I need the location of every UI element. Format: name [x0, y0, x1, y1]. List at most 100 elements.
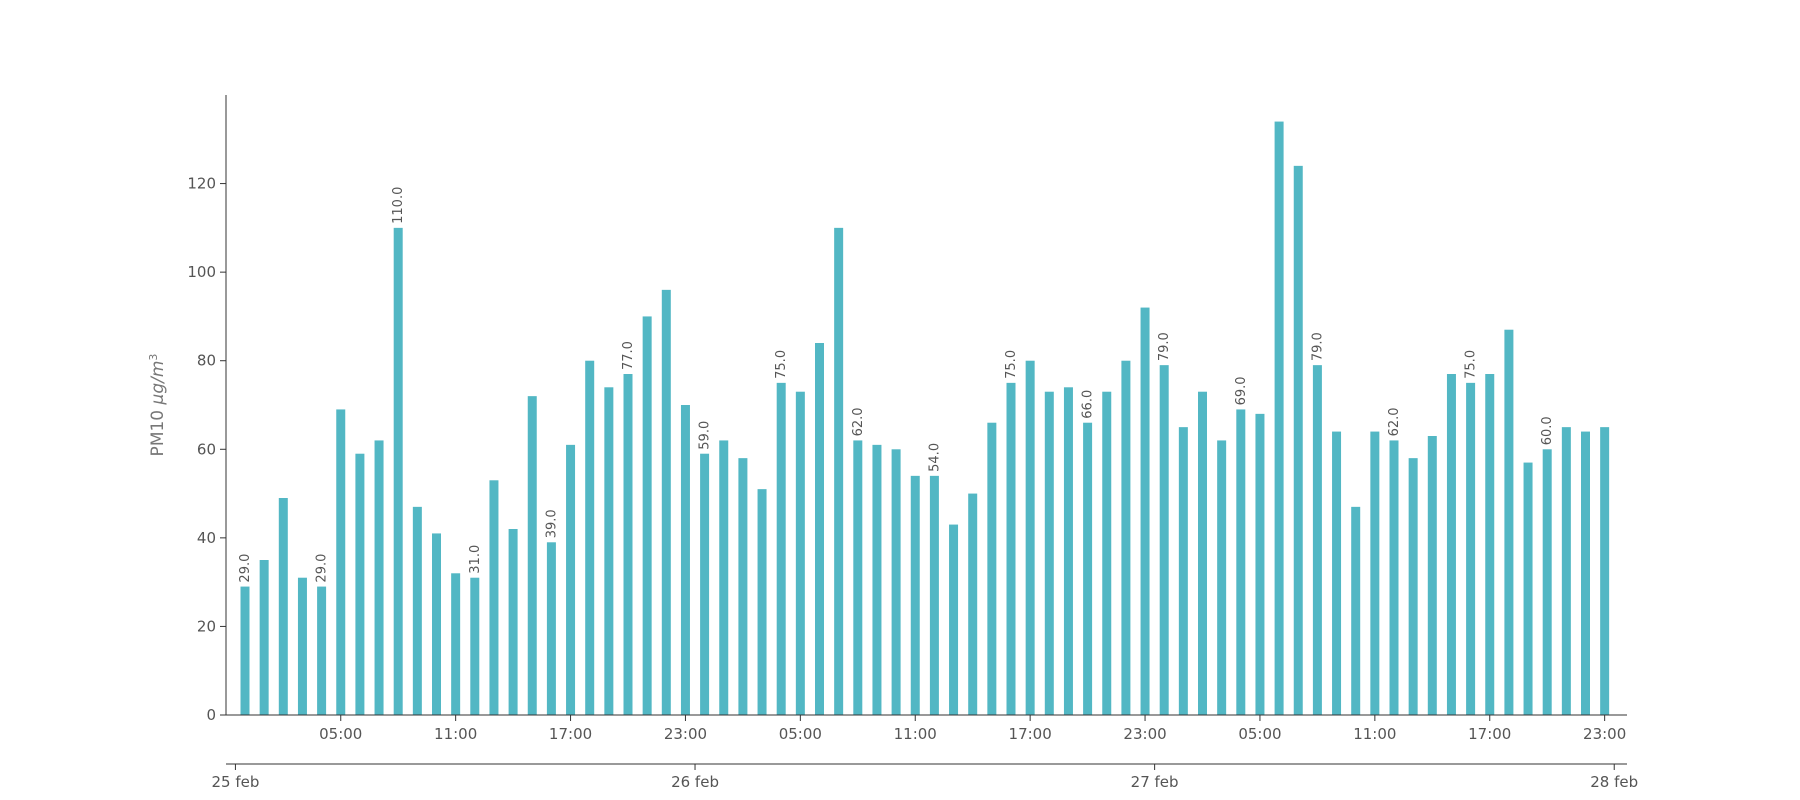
bar: [680, 405, 690, 715]
bar-value-label: 75.0: [1464, 350, 1479, 379]
x-tick-label: 11:00: [1353, 725, 1396, 743]
bar: [1389, 440, 1399, 715]
bar: [968, 493, 978, 715]
bar: [1044, 391, 1054, 715]
bar: [1523, 462, 1533, 715]
bar: [1236, 409, 1246, 715]
y-axis-title: PM10 μg/m3: [147, 354, 169, 457]
bar-value-label: 62.0: [1387, 407, 1402, 436]
bar: [1542, 449, 1552, 715]
date-axis: 25 feb 26 feb 27 feb 28 feb: [211, 763, 1638, 791]
bar: [374, 440, 384, 715]
bar: [508, 529, 518, 715]
bar: [1351, 506, 1361, 715]
bar-value-label: 75.0: [1004, 350, 1019, 379]
bar: [566, 444, 576, 715]
bar: [297, 577, 307, 715]
bar: [1466, 382, 1476, 715]
y-axis: 0 20 40 60 80 100 120: [187, 95, 227, 724]
x-axis: 05:00 11:00 17:00 23:00 05:00 11:00 17:00 23:00…: [226, 714, 1627, 743]
y-tick-label: 0: [206, 706, 216, 724]
x-tick-label: 17:00: [1468, 725, 1511, 743]
bar: [1217, 440, 1227, 715]
bar-value-label: 77.0: [621, 341, 636, 370]
bar: [1408, 458, 1418, 715]
bar: [604, 387, 614, 715]
bar: [1485, 374, 1495, 715]
bar: [585, 360, 595, 715]
bar-value-label: 60.0: [1540, 416, 1555, 445]
bar: [1102, 391, 1112, 715]
bar: [795, 391, 805, 715]
bar: [1274, 121, 1284, 715]
x-tick-label: 11:00: [434, 725, 477, 743]
bar: [546, 542, 556, 715]
bar: [1427, 436, 1437, 715]
bar: [1600, 427, 1610, 715]
x-tick-label: 11:00: [894, 725, 937, 743]
bar: [432, 533, 441, 715]
x-tick-label: 23:00: [1123, 725, 1166, 743]
date-tick-label: 28 feb: [1590, 773, 1638, 791]
x-tick-label: 17:00: [549, 725, 592, 743]
bar-value-label: 39.0: [544, 509, 559, 538]
bar: [929, 475, 939, 715]
bar: [1255, 413, 1265, 715]
bar: [738, 458, 748, 715]
bar: [527, 396, 537, 715]
bar: [1561, 427, 1571, 715]
x-tick-label: 05:00: [1238, 725, 1281, 743]
x-tick-label: 23:00: [1583, 725, 1626, 743]
bar: [872, 444, 882, 715]
bar: [910, 475, 920, 715]
bar-value-label: 29.0: [315, 554, 330, 583]
bar: [412, 506, 422, 715]
bar: [853, 440, 863, 715]
bar: [393, 227, 403, 716]
bar: [1504, 329, 1514, 715]
y-tick-label: 60: [197, 440, 216, 458]
bar-labels-group: 29.0 29.0 110.0 31.0 39.0 77.0 59.0 75.0 62.0 54.…: [238, 187, 1555, 583]
date-tick-label: 27 feb: [1131, 773, 1179, 791]
bar: [1006, 382, 1016, 715]
bar: [240, 586, 250, 715]
y-tick-label: 40: [197, 529, 216, 547]
bar-value-label: 79.0: [1157, 332, 1172, 361]
x-tick-label: 17:00: [1009, 725, 1052, 743]
bar: [1063, 387, 1073, 715]
bar: [700, 453, 710, 715]
y-axis-title-prefix: PM10: [148, 404, 168, 456]
y-axis-title-sup: 3: [147, 354, 160, 361]
bar: [776, 382, 786, 715]
bar: [949, 524, 959, 715]
bar-value-label: 59.0: [698, 421, 713, 450]
bar-value-label: 110.0: [391, 187, 406, 224]
bar: [489, 480, 499, 715]
bar: [1025, 360, 1035, 715]
x-tick-label: 05:00: [779, 725, 822, 743]
bars-group: [240, 121, 1610, 716]
date-tick-label: 25 feb: [211, 773, 259, 791]
bar: [757, 489, 767, 715]
date-tick-label: 26 feb: [671, 773, 719, 791]
y-tick-label: 20: [197, 617, 216, 635]
bar: [278, 498, 288, 715]
bar: [623, 374, 633, 715]
bar: [1581, 431, 1590, 715]
bar: [1121, 360, 1131, 715]
bar: [719, 440, 729, 715]
bar: [642, 316, 652, 715]
bar-value-label: 54.0: [927, 443, 942, 472]
bar: [1083, 422, 1093, 715]
bar: [1332, 431, 1342, 715]
bar: [336, 409, 346, 715]
bar: [834, 227, 844, 716]
bar: [815, 343, 824, 715]
y-tick-label: 80: [197, 352, 216, 370]
bar-value-label: 31.0: [468, 545, 483, 574]
bar: [987, 422, 997, 715]
bar: [1370, 431, 1380, 715]
bar: [1198, 391, 1207, 715]
bar-value-label: 69.0: [1234, 376, 1249, 405]
